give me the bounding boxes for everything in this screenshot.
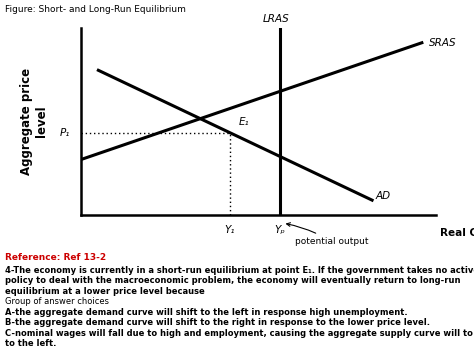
Text: policy to deal with the macroeconomic problem, the economy will eventually retur: policy to deal with the macroeconomic pr…: [5, 276, 461, 285]
Text: equilibrium at a lower price level because: equilibrium at a lower price level becau…: [5, 287, 205, 296]
Text: B-the aggregate demand curve will shift to the right in response to the lower pr: B-the aggregate demand curve will shift …: [5, 318, 430, 327]
Text: SRAS: SRAS: [429, 38, 456, 48]
Text: Group of answer choices: Group of answer choices: [5, 297, 109, 306]
Text: potential output: potential output: [287, 223, 368, 246]
Text: 4-The economy is currently in a short-run equilibrium at point E₁. If the govern: 4-The economy is currently in a short-ru…: [5, 266, 474, 275]
Text: P₁: P₁: [60, 128, 70, 138]
Text: LRAS: LRAS: [263, 14, 290, 24]
Text: E₁: E₁: [239, 117, 249, 127]
Text: Aggregate price
level: Aggregate price level: [20, 68, 48, 175]
Text: Yₚ: Yₚ: [274, 225, 285, 235]
Text: Real GDP: Real GDP: [439, 228, 474, 238]
Text: AD: AD: [375, 192, 391, 201]
Text: Y₁: Y₁: [225, 225, 235, 235]
Text: C-nominal wages will fall due to high and employment, causing the aggregate supp: C-nominal wages will fall due to high an…: [5, 329, 474, 338]
Text: Figure: Short- and Long-Run Equilibrium: Figure: Short- and Long-Run Equilibrium: [5, 5, 186, 14]
Text: to the left.: to the left.: [5, 339, 56, 347]
Text: A-the aggregate demand curve will shift to the left in response high unemploymen: A-the aggregate demand curve will shift …: [5, 308, 408, 317]
Text: Reference: Ref 13-2: Reference: Ref 13-2: [5, 253, 106, 262]
